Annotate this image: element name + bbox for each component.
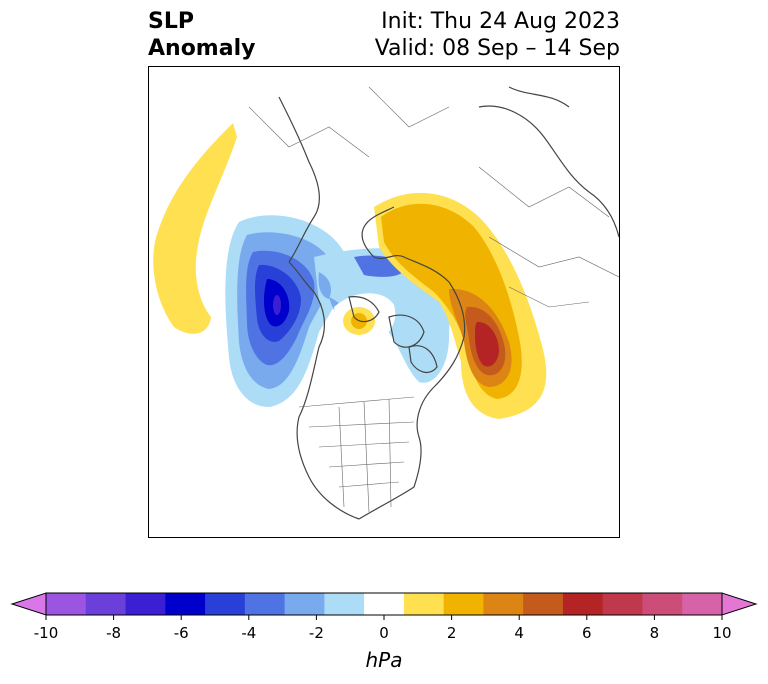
positive-anomaly-greenland-sea — [374, 192, 547, 419]
colorbar-tick-label: 4 — [514, 624, 524, 642]
colorbar-tick-label: -8 — [106, 624, 122, 642]
colorbar-segment — [523, 593, 564, 615]
colorbar-tick-label: -4 — [241, 624, 257, 642]
colorbar-tick-label: -10 — [33, 624, 59, 642]
colorbar-unit-label: hPa — [365, 648, 403, 672]
colorbar-extend-max — [721, 592, 758, 616]
colorbar — [10, 592, 758, 620]
title-block-left: SLP Anomaly — [148, 8, 255, 62]
colorbar-ticks — [45, 615, 723, 620]
colorbar-segment — [682, 593, 723, 615]
colorbar-tick-label: -6 — [173, 624, 189, 642]
colorbar-segment — [244, 593, 286, 615]
colorbar-tick-label: 0 — [379, 624, 389, 642]
title-slp: SLP — [148, 9, 194, 34]
colorbar-segment — [324, 593, 365, 615]
colorbar-segment — [85, 593, 127, 615]
valid-range: Valid: 08 Sep – 14 Sep — [374, 36, 620, 61]
colorbar-segment — [642, 593, 683, 615]
colorbar-extend-min — [10, 592, 47, 616]
colorbar-segment — [125, 593, 166, 615]
colorbar-segment — [483, 593, 524, 615]
colorbar-segment — [443, 593, 484, 615]
colorbar-tick-label: -2 — [308, 624, 324, 642]
coastlines — [278, 86, 619, 520]
political-boundaries — [248, 86, 619, 513]
colorbar-segment — [205, 593, 246, 615]
map-panel — [148, 66, 620, 538]
colorbar-segments — [10, 592, 758, 616]
colorbar-tick-label: 10 — [712, 624, 732, 642]
init-date: Init: Thu 24 Aug 2023 — [381, 9, 620, 34]
map-svg — [153, 86, 619, 520]
negative-anomaly-north-pacific — [225, 215, 347, 407]
colorbar-tick-label: 6 — [582, 624, 592, 642]
colorbar-tick-label: 8 — [649, 624, 660, 642]
title-block-right: Init: Thu 24 Aug 2023 Valid: 08 Sep – 14… — [375, 8, 620, 62]
colorbar-segment — [46, 593, 87, 615]
colorbar-tick-label: 2 — [446, 624, 457, 642]
positive-anomaly-gulf-of-alaska — [153, 123, 237, 334]
colorbar-segment — [284, 593, 325, 615]
colorbar-segment — [403, 593, 445, 615]
colorbar-segment — [562, 593, 604, 615]
title-anomaly: Anomaly — [148, 36, 256, 61]
colorbar-segment — [602, 593, 643, 615]
colorbar-segment — [364, 593, 405, 615]
colorbar-segment — [165, 593, 206, 615]
